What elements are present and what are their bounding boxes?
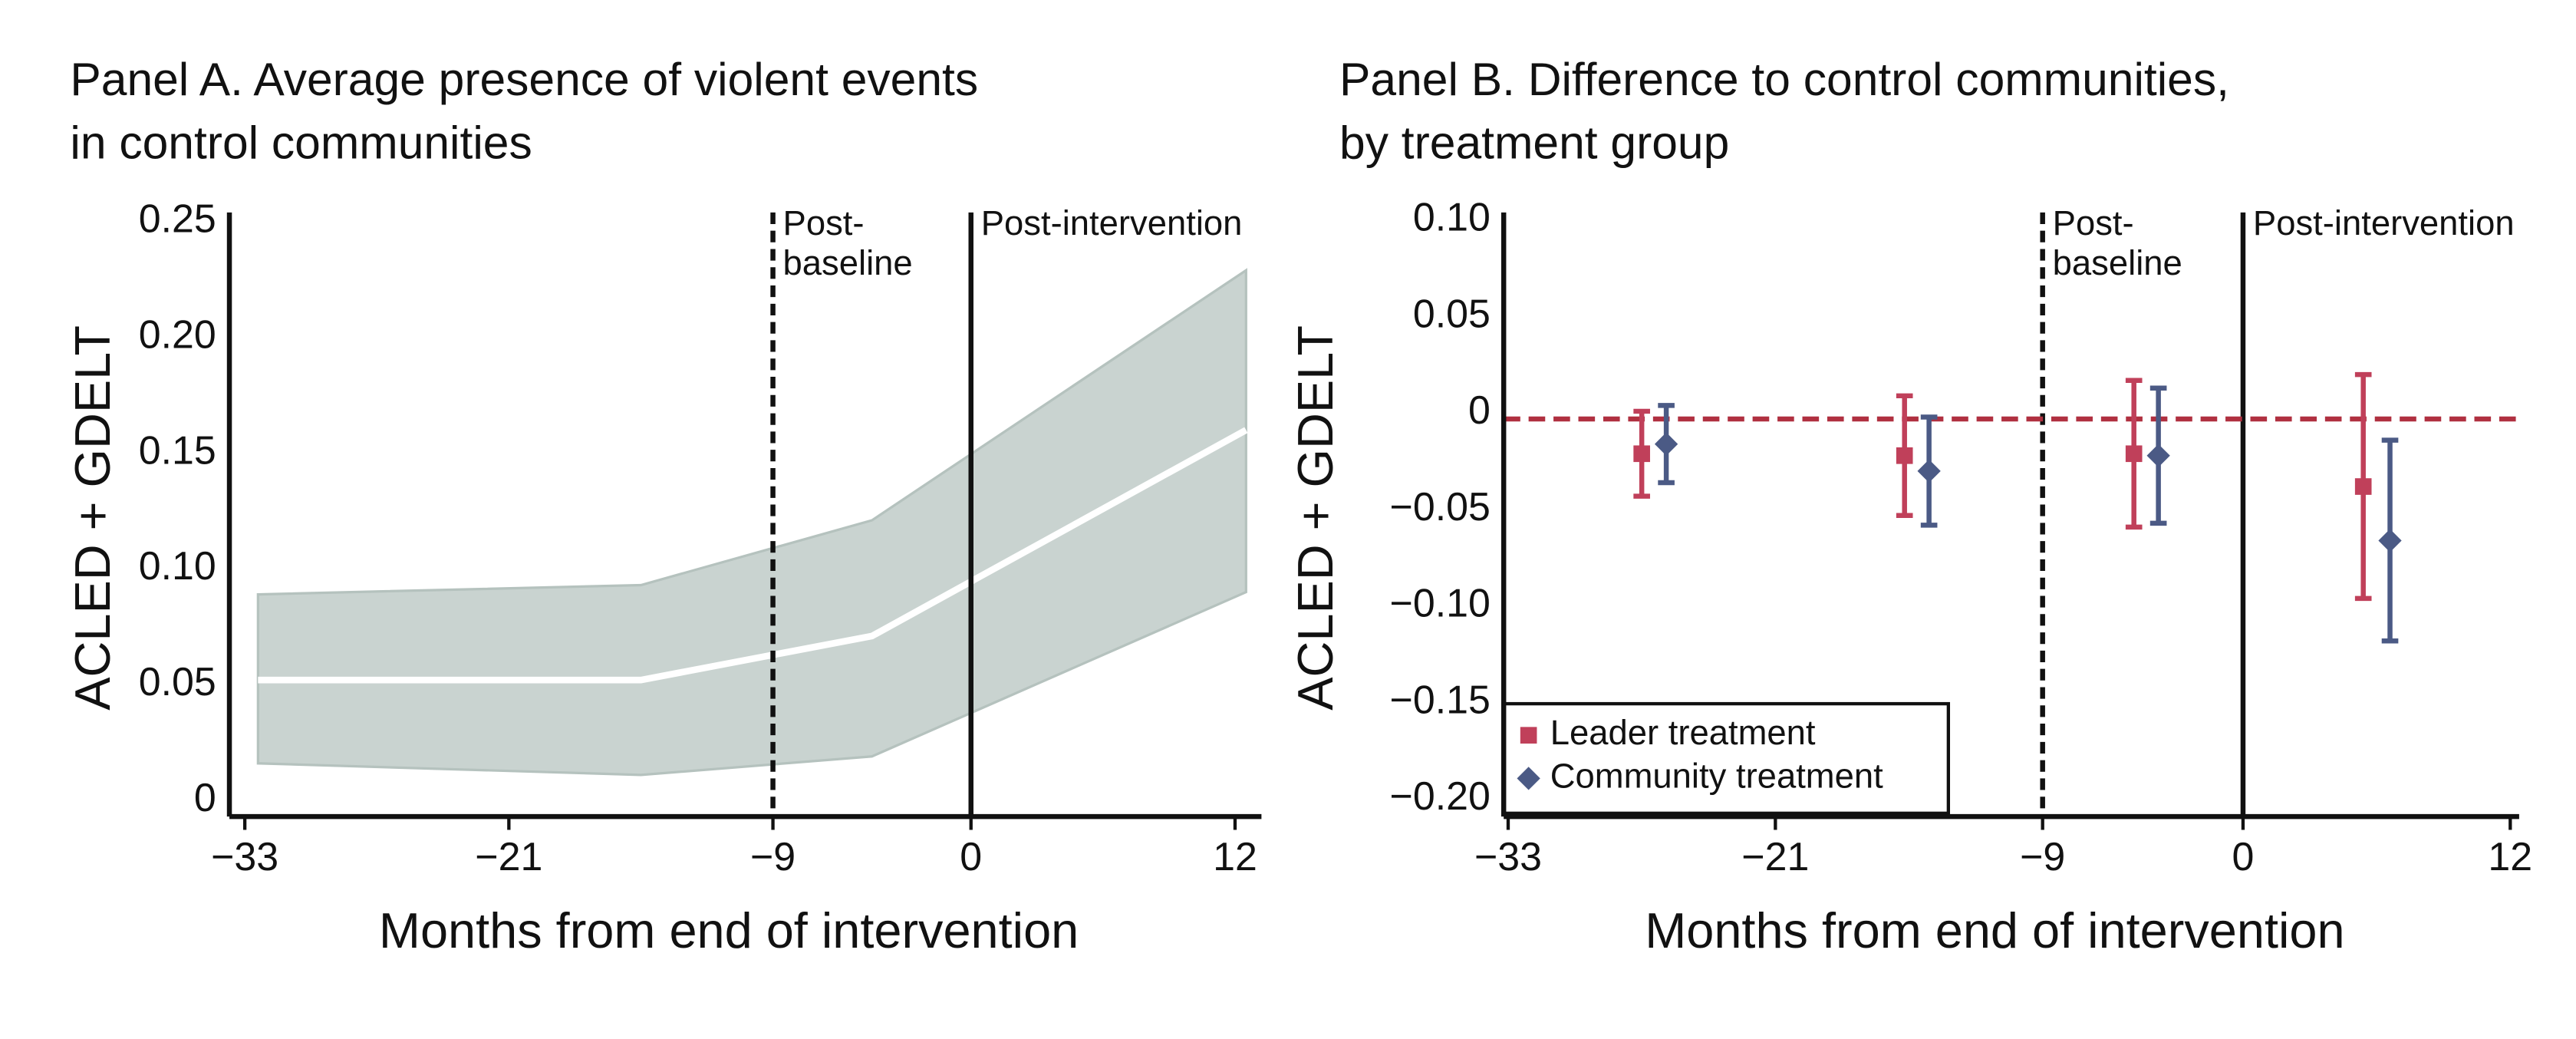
reference-label: baseline [783,243,913,282]
mean-line [258,427,1248,684]
marker [2378,529,2402,552]
y-tick-label: 0 [1468,388,1491,433]
reference-label: Post-intervention [981,203,1243,242]
marker [1520,727,1537,744]
error-bar [2146,385,2170,526]
y-tick-label: 0 [194,776,216,820]
marker [2146,444,2170,467]
error-bar [1896,393,1913,519]
y-tick-label: −0.10 [1390,582,1491,626]
error-bar [2354,371,2372,602]
x-tick-label: −9 [750,835,796,879]
y-tick-label: 0.05 [1413,292,1491,336]
x-tick-label: 12 [2488,835,2532,879]
y-axis-label: ACLED + GDELT [1287,325,1343,711]
y-tick-label: 0.05 [139,660,216,704]
marker [2354,478,2372,495]
chart-title: Panel A. Average presence of violent eve… [70,53,978,105]
x-tick-label: −21 [1741,835,1809,879]
marker [1517,767,1540,790]
y-tick-label: 0.15 [139,428,216,473]
x-tick-label: −9 [2020,835,2065,879]
reference-label: Post- [783,203,865,242]
y-axis-label: ACLED + GDELT [64,325,120,711]
y-tick-label: −0.15 [1390,678,1491,722]
y-tick-label: −0.05 [1390,485,1491,529]
y-tick-label: −0.20 [1390,774,1491,819]
y-tick-label: 0.20 [139,312,216,357]
marker [1633,445,1650,463]
error-bar [2378,437,2402,644]
error-bar [1654,403,1678,486]
reference-label: baseline [2053,243,2182,282]
legend-box [1502,701,1951,816]
marker [1917,459,1941,483]
marker [1654,432,1678,456]
chart-title: Panel B. Difference to control communiti… [1339,53,2229,105]
x-tick-label: −33 [211,835,278,879]
error-bar [1633,408,1650,499]
legend-label: Community treatment [1550,756,1883,795]
error-bar [1917,414,1941,528]
x-tick-label: 0 [2232,835,2255,879]
x-tick-label: 0 [960,835,982,879]
x-tick-label: −33 [1474,835,1542,879]
x-axis-label: Months from end of intervention [1645,902,2344,958]
marker [1896,447,1913,464]
marker [2125,445,2143,463]
y-tick-label: 0.25 [139,197,216,242]
reference-label: Post-intervention [2253,203,2515,242]
legend-label: Leader treatment [1550,713,1816,752]
confidence-band [256,268,1247,777]
y-tick-label: 0.10 [1413,196,1491,240]
x-tick-label: 12 [1213,835,1257,879]
x-axis-label: Months from end of intervention [379,902,1079,958]
y-tick-label: 0.10 [139,544,216,589]
reference-label: Post- [2053,203,2134,242]
chart-title: by treatment group [1339,116,1729,168]
error-bar [2125,378,2143,530]
x-tick-label: −21 [475,835,542,879]
chart-title: in control communities [70,116,532,168]
